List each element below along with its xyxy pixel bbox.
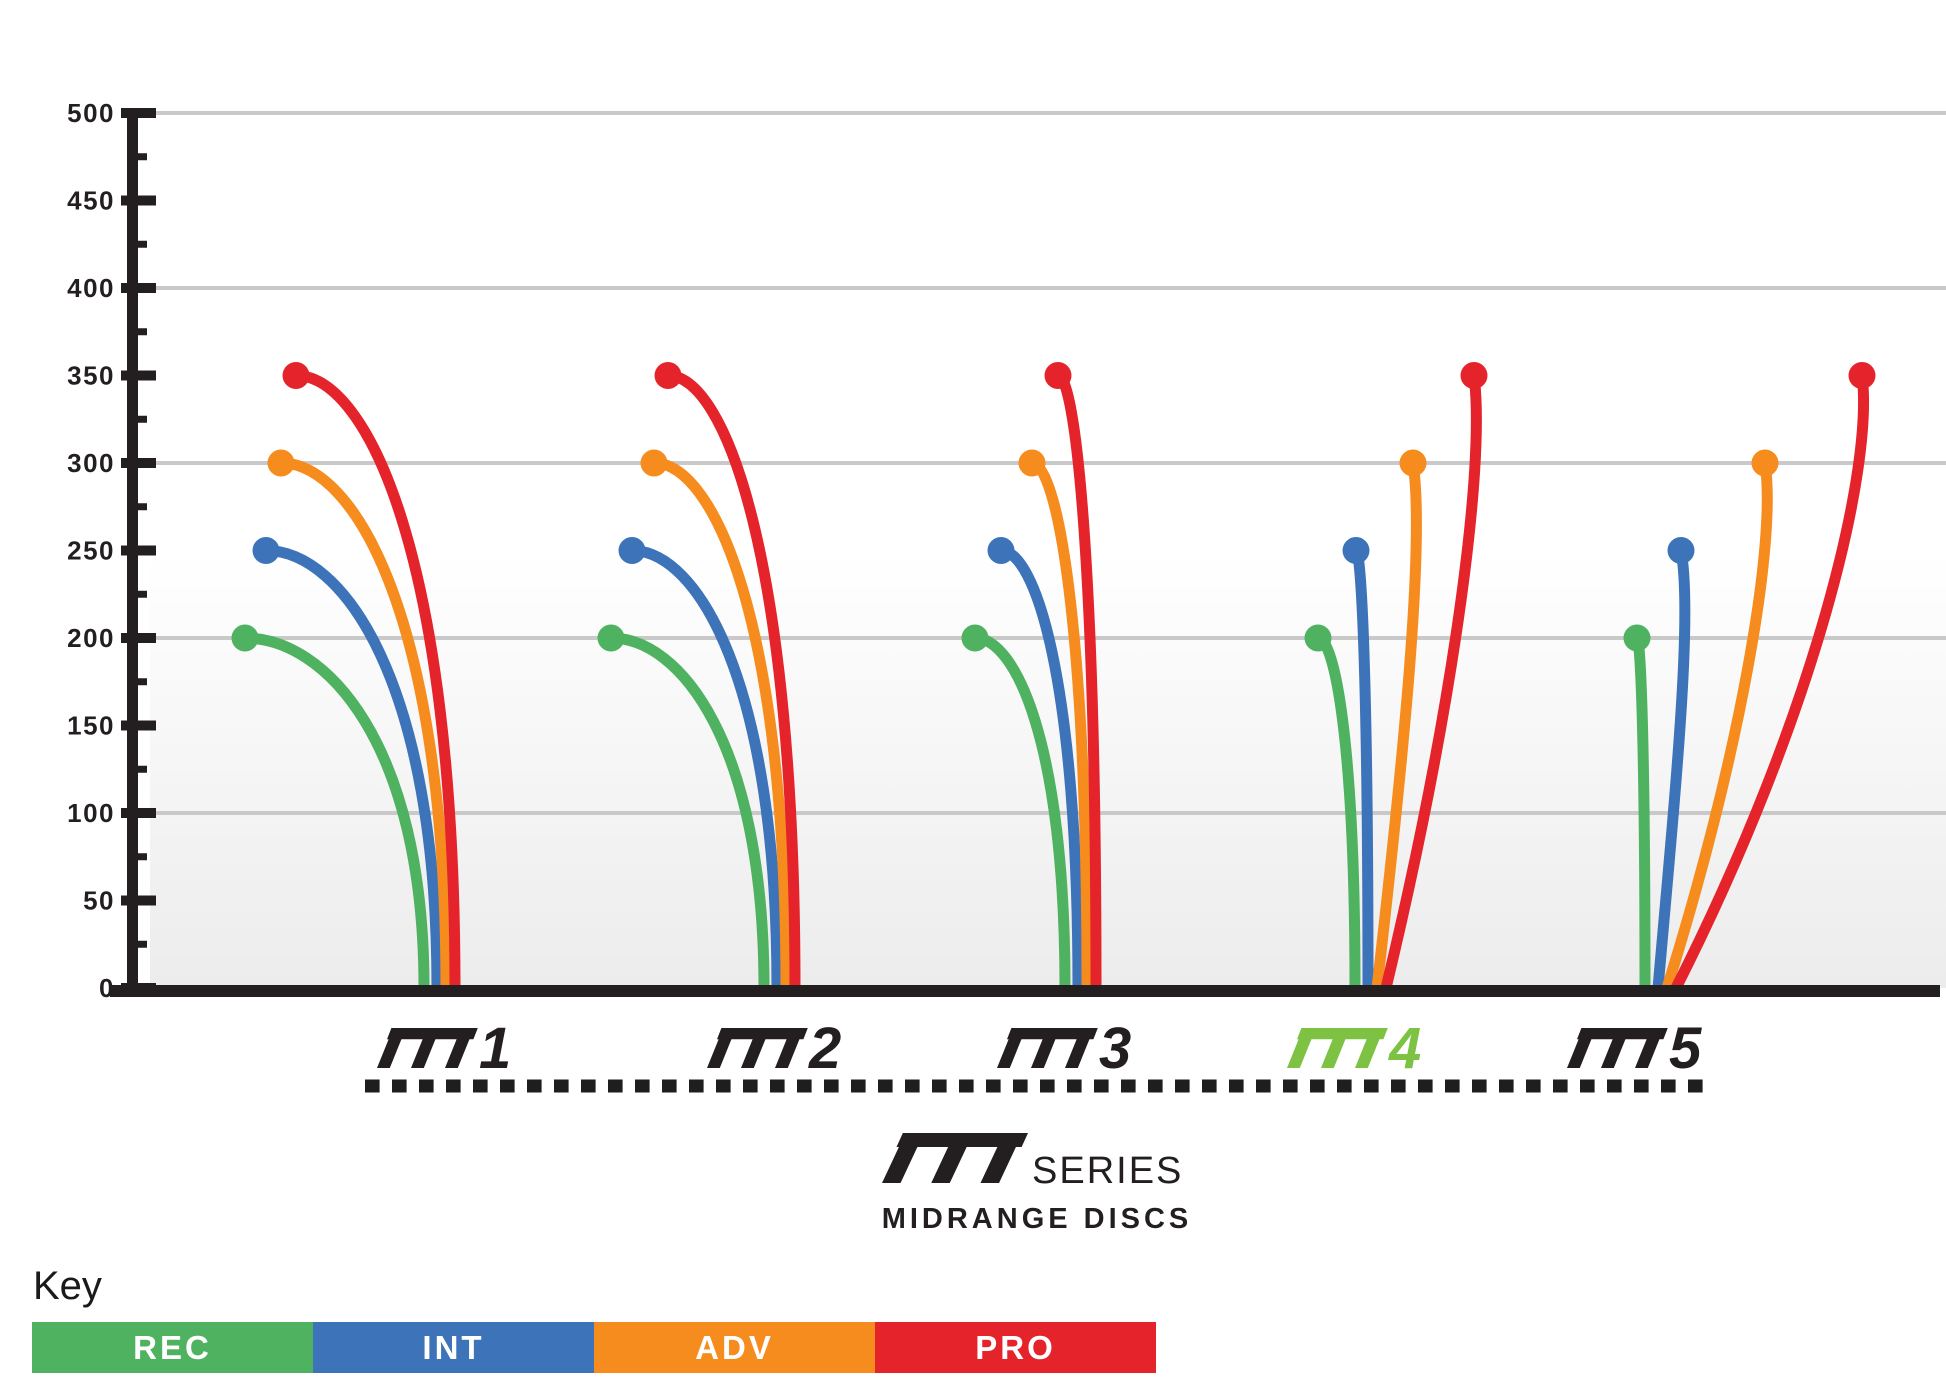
y-axis-tick-label-400: 400 xyxy=(67,273,115,303)
flight-path-m5-pro xyxy=(1671,374,1870,991)
y-axis-major-tick-200 xyxy=(121,633,156,643)
y-axis-major-tick-300 xyxy=(121,458,156,468)
key-segment-int: INT xyxy=(313,1322,594,1373)
m-series-logo-icon xyxy=(882,1133,1028,1183)
flight-path-m2-adv xyxy=(653,457,792,989)
y-axis-tick-label-300: 300 xyxy=(67,448,115,478)
y-axis-major-tick-150 xyxy=(121,720,156,731)
disc-label-m-glyph-m2 xyxy=(707,1028,808,1068)
flight-endpoint-m4-int xyxy=(1342,537,1370,564)
flight-endpoint-m2-int xyxy=(618,537,646,564)
y-axis-minor-tick-375 xyxy=(133,328,147,336)
flight-path-m1-int xyxy=(265,545,443,989)
flight-endpoint-m4-rec xyxy=(1304,624,1332,652)
flight-path-m1-adv xyxy=(280,457,452,989)
y-axis-major-tick-50 xyxy=(121,895,156,906)
y-axis-tick-label-100: 100 xyxy=(67,798,115,828)
key-segment-label-adv: ADV xyxy=(695,1328,774,1366)
y-axis-tick-label-250: 250 xyxy=(67,536,115,566)
y-axis-tick-label-200: 200 xyxy=(67,623,115,653)
disc-label-m1: 1 xyxy=(479,1016,511,1081)
y-axis-tick-label-350: 350 xyxy=(67,361,115,391)
y-axis-major-tick-500 xyxy=(121,108,156,118)
disc-label-m3: 3 xyxy=(1099,1016,1131,1081)
flight-endpoint-m5-int xyxy=(1667,537,1695,564)
flight-path-m4-adv xyxy=(1371,462,1422,989)
y-axis-tick-label-450: 450 xyxy=(67,186,115,216)
y-axis-minor-tick-275 xyxy=(133,503,147,511)
y-axis-major-tick-350 xyxy=(121,370,156,381)
flight-path-m4-pro xyxy=(1380,374,1482,990)
flight-path-m3-int xyxy=(1000,545,1084,989)
flight-endpoint-m4-adv xyxy=(1399,449,1427,477)
y-axis-minor-tick-425 xyxy=(133,240,147,248)
disc-label-m4: 4 xyxy=(1388,1016,1421,1081)
key-segment-label-int: INT xyxy=(422,1328,485,1366)
key-legend-bar: REC INT ADV PRO xyxy=(32,1322,1156,1373)
flight-path-m3-adv xyxy=(1030,457,1093,989)
y-axis-minor-tick-325 xyxy=(133,415,147,423)
flight-endpoint-m5-adv xyxy=(1751,449,1779,477)
y-axis-major-tick-450 xyxy=(121,195,156,206)
gridline-400 xyxy=(156,286,1946,290)
gridline-500 xyxy=(156,111,1946,115)
disc-label-m-glyph-m5 xyxy=(1567,1028,1668,1068)
disc-label-m-glyph-m3 xyxy=(997,1028,1098,1068)
flight-endpoint-m2-rec xyxy=(597,624,625,652)
disc-label-m-glyph-m4 xyxy=(1287,1028,1388,1068)
disc-label-m5: 5 xyxy=(1669,1016,1702,1081)
flight-path-m2-rec xyxy=(610,632,770,989)
y-axis-minor-tick-75 xyxy=(133,853,147,861)
flight-endpoint-m1-int xyxy=(252,537,280,564)
flight-path-m2-pro xyxy=(667,370,801,989)
y-axis-major-tick-250 xyxy=(121,545,156,556)
key-segment-adv: ADV xyxy=(594,1322,875,1373)
flight-endpoint-m3-rec xyxy=(961,624,989,652)
key-segment-rec: REC xyxy=(32,1322,313,1373)
flight-path-m5-adv xyxy=(1661,462,1773,990)
y-axis-tick-label-50: 50 xyxy=(83,886,115,916)
y-axis-minor-tick-225 xyxy=(133,590,147,598)
y-axis-tick-label-0: 0 xyxy=(99,973,115,1003)
flight-path-m1-pro xyxy=(295,370,461,989)
y-axis-tick-label-150: 150 xyxy=(67,711,115,741)
flight-endpoint-m1-adv xyxy=(267,449,295,477)
key-segment-pro: PRO xyxy=(875,1322,1156,1373)
flight-endpoint-m2-pro xyxy=(654,362,682,389)
flight-endpoint-m4-pro xyxy=(1460,362,1488,389)
flight-path-m2-int xyxy=(631,545,783,989)
flight-path-m3-rec xyxy=(974,632,1071,989)
flight-endpoint-m5-rec xyxy=(1623,624,1651,652)
flight-path-m3-pro xyxy=(1055,370,1102,989)
disc-label-m-glyph-m1 xyxy=(377,1028,478,1068)
key-segment-label-rec: REC xyxy=(133,1328,212,1366)
flight-endpoint-m3-adv xyxy=(1018,449,1046,477)
y-axis-tick-label-500: 500 xyxy=(67,98,115,128)
y-axis-major-tick-400 xyxy=(121,283,156,293)
flight-endpoint-m3-int xyxy=(987,537,1015,564)
flight-endpoint-m3-pro xyxy=(1044,362,1072,389)
y-axis-minor-tick-125 xyxy=(133,765,147,773)
gridline-300 xyxy=(156,461,1946,465)
key-segment-label-pro: PRO xyxy=(975,1328,1056,1366)
y-axis-minor-tick-175 xyxy=(133,678,147,686)
flight-endpoint-m1-pro xyxy=(282,362,310,389)
y-axis-minor-tick-475 xyxy=(133,153,147,161)
flight-endpoint-m2-adv xyxy=(640,449,668,477)
y-axis-minor-tick-25 xyxy=(133,940,147,948)
disc-label-m2: 2 xyxy=(808,1016,841,1081)
series-subtitle: MIDRANGE DISCS xyxy=(881,1203,1193,1235)
flight-endpoint-m5-pro xyxy=(1848,362,1876,389)
flight-endpoint-m1-rec xyxy=(231,624,259,652)
flight-path-m5-int xyxy=(1652,549,1691,989)
series-wordmark: SERIES xyxy=(1032,1150,1184,1192)
y-axis-major-tick-100 xyxy=(121,808,156,818)
key-title: Key xyxy=(33,1264,102,1308)
flight-path-m1-rec xyxy=(244,632,430,989)
x-axis-line xyxy=(110,985,1940,997)
